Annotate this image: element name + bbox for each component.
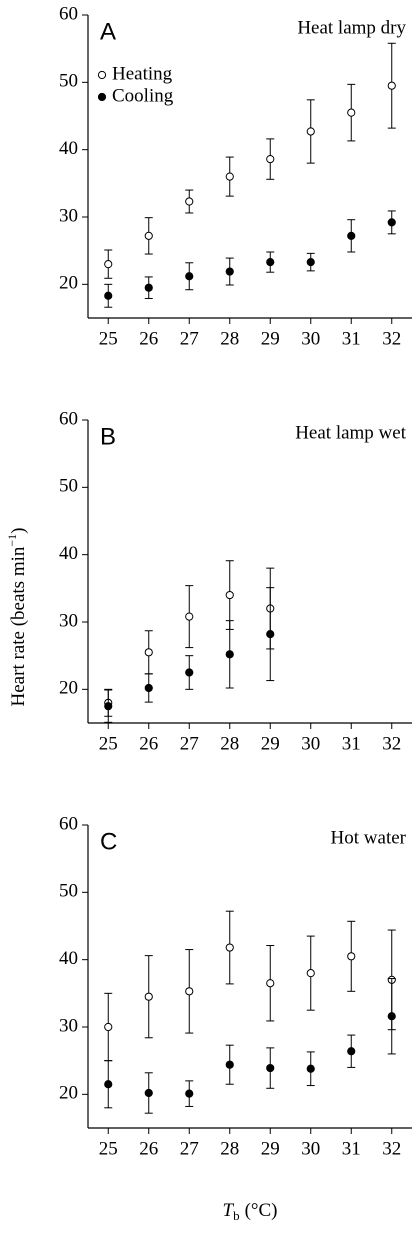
y-axis-label: Heart rate (beats min−1)	[5, 528, 30, 707]
y-tick-label: 40	[59, 948, 78, 969]
data-point	[347, 952, 356, 961]
x-tick-label: 28	[220, 733, 239, 754]
data-point	[104, 1022, 113, 1032]
data-point	[225, 650, 234, 659]
x-tick-label: 32	[382, 1138, 401, 1159]
x-tick-label: 30	[301, 1138, 320, 1159]
panel-letter: C	[100, 828, 117, 855]
panel-title: Heat lamp wet	[295, 422, 407, 443]
y-tick-label: 50	[59, 476, 78, 497]
data-point	[225, 943, 234, 952]
x-tick-label: 25	[99, 733, 118, 754]
data-point	[387, 1012, 396, 1021]
x-tick-label: 31	[342, 733, 361, 754]
x-tick-label: 27	[180, 733, 199, 754]
data-point	[144, 283, 153, 292]
data-point	[185, 668, 194, 677]
data-point	[104, 702, 113, 711]
data-point	[387, 81, 396, 90]
data-point	[266, 630, 275, 639]
x-tick-label: 31	[342, 1138, 361, 1159]
legend-label: Cooling	[112, 85, 174, 106]
data-point	[225, 590, 234, 600]
data-point	[266, 1063, 275, 1073]
data-point	[104, 291, 113, 300]
data-point	[144, 231, 153, 240]
x-tick-label: 30	[301, 328, 320, 349]
y-label-text: Heart rate (beats min	[8, 546, 29, 706]
x-tick-label: 26	[139, 1138, 158, 1159]
y-tick-label: 50	[59, 71, 78, 92]
x-tick-label: 32	[382, 733, 401, 754]
y-tick-label: 30	[59, 1015, 78, 1036]
data-point	[104, 260, 113, 269]
y-tick-label: 30	[59, 205, 78, 226]
y-tick-label: 60	[59, 813, 78, 834]
panel-letter: B	[100, 423, 116, 450]
x-tick-label: 30	[301, 733, 320, 754]
data-point	[387, 218, 396, 227]
x-tick-label: 25	[99, 1138, 118, 1159]
panel-title: Hot water	[331, 827, 407, 848]
data-point	[185, 1089, 194, 1098]
data-point	[144, 1088, 153, 1098]
x-label-unit: (°C)	[245, 1200, 278, 1221]
data-point	[306, 1064, 315, 1073]
y-tick-label: 60	[59, 408, 78, 429]
x-tick-label: 29	[261, 1138, 280, 1159]
data-point	[104, 1080, 113, 1089]
y-tick-label: 40	[59, 543, 78, 564]
legend-marker	[97, 92, 107, 102]
x-label-subscript: b	[233, 1208, 240, 1223]
y-tick-label: 20	[59, 273, 78, 294]
data-point	[144, 992, 153, 1001]
data-point	[185, 987, 194, 996]
data-point	[185, 272, 194, 281]
x-tick-label: 32	[382, 328, 401, 349]
x-label-symbol: T	[222, 1200, 234, 1221]
data-point	[347, 231, 356, 240]
x-tick-label: 28	[220, 1138, 239, 1159]
data-point	[144, 683, 153, 693]
data-point	[144, 648, 153, 657]
data-point	[347, 108, 356, 117]
panel-letter: A	[100, 18, 116, 45]
data-point	[266, 154, 275, 164]
data-point	[306, 258, 315, 267]
x-tick-label: 28	[220, 328, 239, 349]
data-point	[306, 127, 315, 136]
x-tick-label: 26	[139, 328, 158, 349]
x-tick-label: 27	[180, 1138, 199, 1159]
y-tick-label: 20	[59, 1083, 78, 1104]
x-tick-label: 25	[99, 328, 118, 349]
y-tick-label: 60	[59, 3, 78, 24]
x-tick-label: 26	[139, 733, 158, 754]
data-point	[225, 1060, 234, 1069]
y-tick-label: 30	[59, 610, 78, 631]
x-tick-label: 31	[342, 328, 361, 349]
x-axis-label: Tb (°C)	[222, 1200, 277, 1223]
data-point	[347, 1047, 356, 1056]
data-point	[306, 969, 315, 978]
y-tick-label: 50	[59, 881, 78, 902]
data-point	[266, 258, 275, 267]
x-tick-label: 27	[180, 328, 199, 349]
data-point	[185, 197, 194, 206]
y-tick-label: 20	[59, 678, 78, 699]
data-point	[185, 612, 194, 621]
y-tick-label: 40	[59, 138, 78, 159]
data-point	[225, 172, 234, 181]
x-tick-label: 29	[261, 733, 280, 754]
panel-title: Heat lamp dry	[297, 17, 406, 38]
legend-label: Heating	[112, 63, 173, 84]
y-label-superscript: −1	[5, 534, 19, 547]
data-point	[266, 979, 275, 988]
data-point	[225, 267, 234, 276]
x-tick-label: 29	[261, 328, 280, 349]
legend-marker	[97, 70, 107, 80]
y-label-close: )	[8, 528, 29, 534]
